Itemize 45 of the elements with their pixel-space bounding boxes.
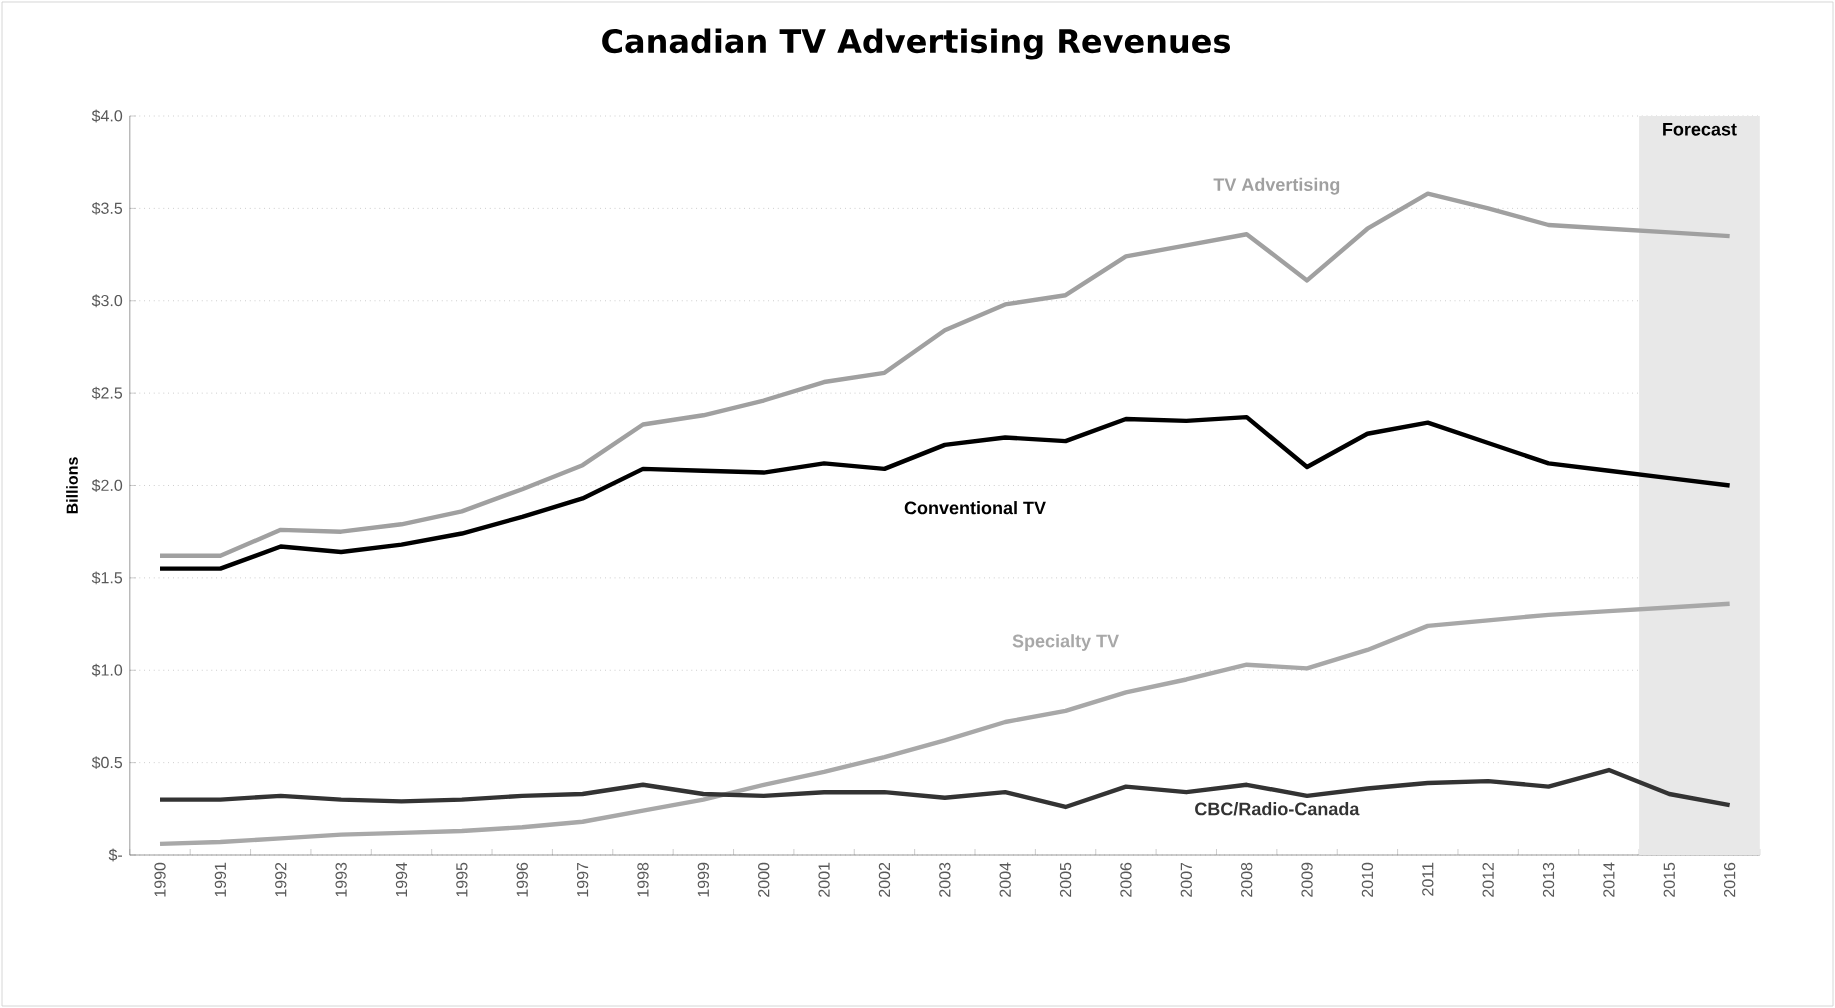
y-tick-label: $3.0 xyxy=(91,294,123,308)
x-tick-label: 2008 xyxy=(1241,862,1253,897)
x-tick-label: 2012 xyxy=(1482,862,1494,897)
y-tick-label: $3.5 xyxy=(91,201,123,215)
text: Specialty TV xyxy=(1012,634,1119,651)
x-tick-label: 2010 xyxy=(1361,862,1374,897)
x-tick-label: 2009 xyxy=(1301,862,1313,897)
y-tick-label: $2.0 xyxy=(91,479,123,492)
x-tick-label: 2000 xyxy=(758,862,770,897)
line-series xyxy=(157,601,1732,847)
x-tick-label: 1994 xyxy=(395,862,408,897)
x-tick-label: 2016 xyxy=(1723,862,1736,897)
x-tick-label: 2014 xyxy=(1603,862,1615,897)
x-tick-label: 2006 xyxy=(1120,862,1132,897)
x-tick-label: 2003 xyxy=(939,862,951,897)
chart-title: Canadian TV Advertising Revenues xyxy=(602,28,1230,60)
x-tick-label: 1996 xyxy=(516,862,528,897)
band-label: Forecast xyxy=(1663,123,1737,136)
y-tick-label: $1.5 xyxy=(91,571,123,585)
text: TV Advertising xyxy=(1213,177,1340,195)
x-tick-label: 2002 xyxy=(878,862,891,897)
x-tick-label: 2001 xyxy=(818,862,830,897)
x-tick-label: 2004 xyxy=(999,862,1011,897)
x-tick-label: 2007 xyxy=(1180,862,1192,897)
x-tick-label: 1995 xyxy=(456,862,468,897)
x-tick-label: 1993 xyxy=(335,862,347,897)
x-tick-label: 2005 xyxy=(1059,862,1072,897)
x-tick-label: 2011 xyxy=(1422,862,1434,896)
x-tick-label: 1990 xyxy=(154,862,166,897)
series-label: CBC/Radio-Canada xyxy=(1195,802,1360,816)
x-tick-label: 1991 xyxy=(214,862,227,897)
line-series xyxy=(157,414,1732,571)
x-tick-label: 1998 xyxy=(637,862,649,897)
text: Conventional TV xyxy=(904,501,1046,515)
x-tick-label: 1992 xyxy=(275,862,287,897)
y-tick-label: $4.0 xyxy=(91,109,123,123)
x-tick-label: 1999 xyxy=(697,862,710,897)
y-axis-title: Billions xyxy=(66,457,78,514)
y-tick-label: $2.5 xyxy=(91,386,123,400)
y-tick-label: $1.0 xyxy=(91,663,123,677)
x-tick-label: 2015 xyxy=(1663,862,1675,897)
x-tick-label: 1997 xyxy=(576,862,589,897)
y-tick-label: $0.5 xyxy=(91,756,123,770)
x-tick-label: 2013 xyxy=(1542,862,1555,897)
y-tick-label: $- xyxy=(108,848,123,862)
